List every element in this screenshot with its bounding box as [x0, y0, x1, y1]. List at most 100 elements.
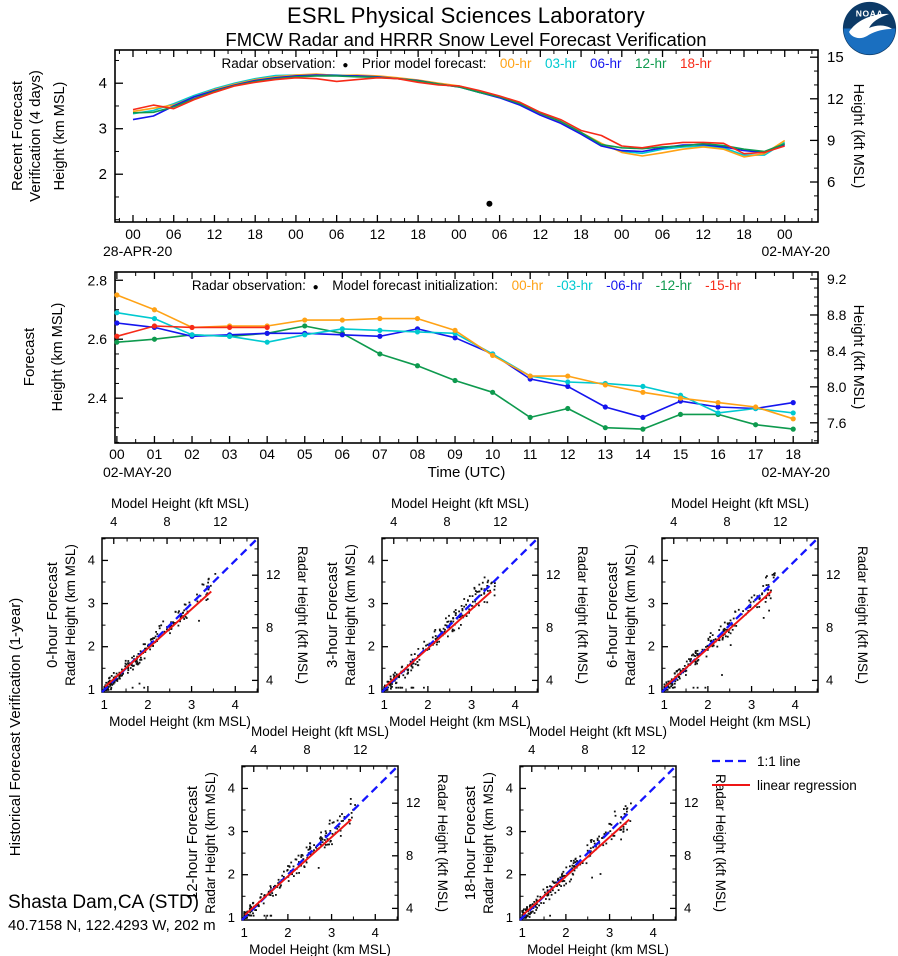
scatter-point — [407, 669, 409, 672]
scatter-point — [406, 668, 409, 671]
series-marker — [790, 416, 796, 422]
scatter-point — [454, 609, 457, 611]
scatter-point — [336, 827, 339, 830]
scatter-point — [434, 635, 437, 637]
scatter-point — [630, 802, 632, 805]
y-axis-label-right: Height (kft MSL) — [850, 305, 866, 410]
scatter-point — [668, 686, 671, 689]
bottom-axis-title: Model Height (km MSL) — [109, 714, 251, 729]
scatter-point — [121, 668, 123, 671]
panel-label: 12-hour Forecast — [184, 785, 201, 900]
scatter-point — [612, 834, 615, 837]
scatter-point — [125, 663, 128, 666]
scatter-point — [423, 640, 426, 643]
x-tick-label: 12 — [533, 226, 549, 242]
scatter-point — [325, 832, 328, 834]
scatter-point — [411, 666, 414, 669]
scatter-point — [534, 905, 537, 908]
y-tick-label-right: 8.4 — [827, 343, 847, 359]
scatter-point — [551, 880, 554, 883]
series-marker — [339, 332, 345, 338]
scatter-point — [490, 582, 493, 585]
x-tick-label: 18 — [410, 226, 426, 242]
scatter-point — [748, 599, 751, 602]
x-tick-label: 06 — [335, 446, 351, 462]
station-coords: 40.7158 N, 122.4293 W, 202 m — [8, 917, 216, 934]
kft-tick-label: 12 — [213, 514, 227, 529]
scatter-point — [409, 660, 412, 663]
scatter-point — [731, 628, 734, 631]
regression-line — [522, 818, 630, 916]
one-to-one-line — [241, 765, 399, 921]
scatter-point — [158, 625, 161, 627]
x-axis-ticks: 00 06 12 18 00 06 12 18 00 06 12 18 00 06 12 18 00 — [118, 50, 813, 242]
scatter-point — [250, 906, 252, 908]
series-marker — [114, 320, 120, 326]
scatter-point — [707, 637, 710, 640]
scatter-point — [397, 686, 400, 689]
x-tick-label: 04 — [259, 446, 275, 462]
series-marker — [302, 332, 308, 338]
scatter-point — [765, 584, 768, 586]
scatter-point — [258, 905, 260, 907]
series-marker — [339, 317, 345, 323]
scatter-point — [446, 621, 449, 623]
scatter-point — [391, 685, 393, 688]
scatter-point — [483, 601, 486, 603]
series-18-hr — [132, 77, 785, 155]
bottom-axis-title: Model Height (km MSL) — [249, 942, 391, 956]
scatter-point — [433, 630, 436, 633]
scatter-point — [337, 825, 340, 828]
noaa-seagull-icon — [849, 13, 892, 39]
scatter-point — [472, 600, 474, 603]
scatter-point — [696, 649, 699, 652]
series-marker — [264, 324, 270, 331]
scatter-point — [478, 583, 481, 586]
scatter-point — [209, 584, 212, 587]
scatter-point — [533, 901, 536, 903]
scatter-point — [487, 579, 490, 582]
x-tick-label: 12 — [560, 446, 576, 462]
scatter-point — [721, 638, 724, 641]
series-marker — [114, 333, 120, 339]
scatter-point — [278, 886, 281, 889]
scatter-point — [685, 660, 688, 663]
scatter-point — [259, 896, 262, 899]
scatter-point — [670, 678, 673, 681]
x-tick-label: 12 — [695, 226, 711, 242]
scatter-point — [115, 672, 118, 675]
scatter-point — [619, 821, 622, 824]
scatter-point — [313, 849, 315, 852]
scatter-point — [435, 638, 437, 641]
regression-legend-label: linear regression — [757, 778, 857, 793]
x-tick-label: 05 — [297, 446, 313, 462]
scatter-point — [452, 620, 455, 623]
scatter-point — [544, 891, 546, 894]
series-lines — [114, 292, 796, 432]
scatter-point — [478, 604, 480, 607]
scatter-point — [696, 686, 699, 689]
scatter-point — [764, 601, 767, 603]
scatter-point — [622, 828, 625, 830]
scatter-point — [691, 654, 693, 657]
scatter-point — [765, 597, 768, 599]
scatter-point — [712, 639, 715, 641]
y-tick-label: 3 — [99, 121, 107, 138]
scatter-point — [142, 643, 145, 646]
scatter-point — [454, 614, 457, 616]
scatter-point — [244, 912, 246, 915]
scatter-point — [144, 643, 146, 646]
scatter-point — [596, 839, 599, 841]
scatter-point — [521, 911, 524, 913]
scatter-point — [768, 594, 771, 597]
scatter-point — [561, 872, 564, 875]
historical-legend: 1:1 line linear regression — [712, 754, 857, 793]
scatter-point — [572, 862, 575, 864]
km-tick-label: 4 — [368, 552, 375, 567]
scatter-point — [579, 855, 582, 858]
scatter-point — [676, 679, 679, 681]
scatter-point — [557, 877, 560, 880]
y-tick-label: 2.4 — [88, 390, 108, 406]
scatter-point — [604, 831, 607, 834]
scatter-point — [550, 893, 553, 896]
